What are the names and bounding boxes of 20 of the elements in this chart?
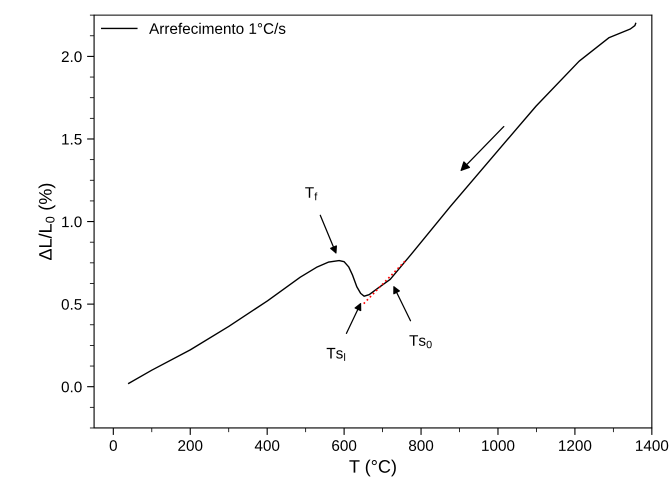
annotation: Ts$_{0}$ [409,335,432,348]
x-tick-label: 1000 [482,440,514,452]
annotation: T$_{f}$ [305,187,318,200]
y-tick-label: 1.0 [62,216,82,228]
y-tick-label: 1.5 [62,134,82,145]
x-tick-label: 600 [332,440,356,452]
legend-label: Arrefecimento 1°C/s [149,22,286,34]
x-tick-label: 1400 [636,440,668,452]
x-axis-title: T (°C) [349,460,396,476]
x-tick-label: 400 [254,440,280,452]
x-tick-label: 200 [178,440,202,452]
y-tick-label: 2.0 [62,51,82,62]
line-series [128,22,636,384]
annotation: Ts$_{l}$ [326,348,346,361]
y-axis-title: ΔL/L$_{0}$ (%) [38,184,56,260]
x-tick-label: 800 [408,440,434,452]
x-tick-label: 0 [110,440,117,452]
x-tick-label: 1200 [559,440,592,452]
y-tick-label: 0.5 [62,298,82,310]
y-tick-label: 0.0 [62,382,82,392]
